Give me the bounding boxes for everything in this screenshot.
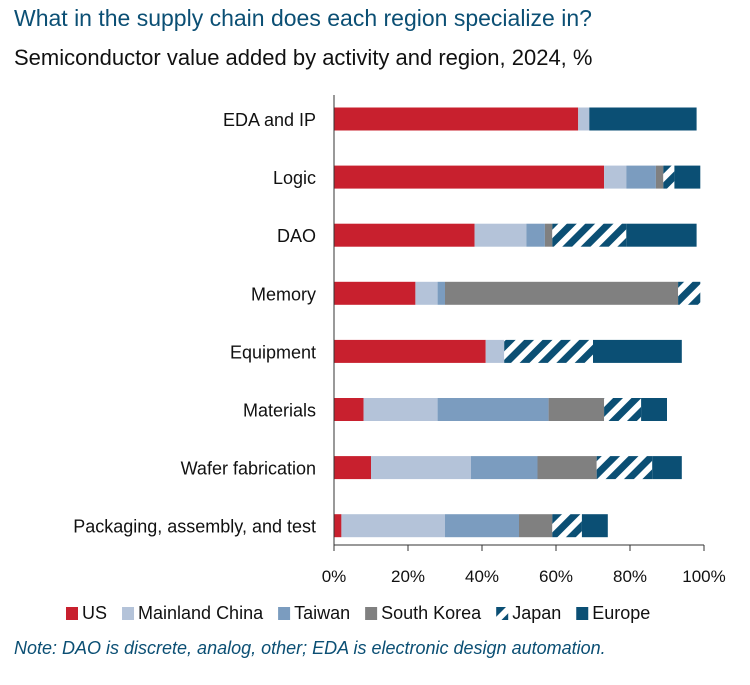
legend-item: South Korea bbox=[365, 603, 482, 623]
bar-segment-europe bbox=[652, 456, 682, 480]
category-label: EDA and IP bbox=[223, 110, 316, 130]
bar-segment-europe bbox=[581, 514, 608, 538]
bar-segment-japan bbox=[504, 339, 593, 363]
x-tick-label: 60% bbox=[539, 567, 573, 586]
bar-segment-us bbox=[334, 514, 342, 538]
x-tick-label: 80% bbox=[613, 567, 647, 586]
bar-segment-taiwan bbox=[437, 398, 549, 421]
chart-subtitle: Semiconductor value added by activity an… bbox=[14, 45, 593, 70]
bar-segment-japan bbox=[552, 514, 582, 538]
bar-segment-taiwan bbox=[445, 514, 519, 538]
legend-swatch bbox=[496, 607, 509, 620]
legend-item: Japan bbox=[496, 603, 561, 623]
bar-segment-europe bbox=[674, 165, 701, 189]
legend-label: Japan bbox=[512, 603, 561, 623]
bar-segment-mainland-china bbox=[415, 281, 438, 305]
legend-swatch bbox=[278, 607, 291, 620]
legend-label: Taiwan bbox=[294, 603, 350, 623]
category-label: DAO bbox=[277, 226, 316, 246]
legend-item: Mainland China bbox=[122, 603, 264, 623]
bar-segment-europe bbox=[626, 223, 697, 247]
bar-segment-mainland-china bbox=[341, 514, 445, 538]
legend-swatch bbox=[576, 607, 589, 620]
category-label: Packaging, assembly, and test bbox=[73, 517, 316, 537]
bar-segment-us bbox=[334, 223, 475, 247]
x-tick-label: 20% bbox=[391, 567, 425, 586]
category-label: Logic bbox=[273, 168, 316, 188]
category-label: Memory bbox=[251, 284, 316, 304]
bar-segment-mainland-china bbox=[604, 165, 627, 189]
bar-segment-mainland-china bbox=[371, 456, 471, 480]
bar-segment-taiwan bbox=[626, 165, 656, 189]
legend-label: US bbox=[82, 603, 107, 623]
bar-segment-japan bbox=[604, 398, 642, 421]
bar-segment-mainland-china bbox=[485, 339, 505, 363]
bar-segment-us bbox=[334, 339, 486, 363]
bar-segment-us bbox=[334, 107, 579, 131]
legend-swatch bbox=[122, 607, 135, 620]
legend-label: Mainland China bbox=[138, 603, 264, 623]
x-tick-label: 100% bbox=[682, 567, 725, 586]
category-label: Materials bbox=[243, 401, 316, 421]
bar-segment-europe bbox=[641, 398, 667, 421]
bar-segment-japan bbox=[596, 456, 653, 480]
x-tick-label: 40% bbox=[465, 567, 499, 586]
legend-item: US bbox=[66, 603, 107, 623]
legend-label: Europe bbox=[592, 603, 650, 623]
bar-segment-taiwan bbox=[526, 223, 545, 247]
chart-note: Note: DAO is discrete, analog, other; ED… bbox=[14, 638, 606, 658]
bar-segment-south-korea bbox=[548, 398, 605, 421]
legend-label: South Korea bbox=[381, 603, 482, 623]
category-label: Wafer fabrication bbox=[181, 459, 316, 479]
bar-segment-south-korea bbox=[445, 281, 679, 305]
bar-segment-us bbox=[334, 398, 364, 421]
legend-item: Taiwan bbox=[278, 603, 350, 623]
chart-title: What in the supply chain does each regio… bbox=[14, 5, 592, 31]
x-tick-label: 0% bbox=[322, 567, 347, 586]
category-label: Equipment bbox=[230, 342, 316, 362]
bar-segment-japan bbox=[678, 281, 701, 305]
legend-swatch bbox=[66, 607, 78, 620]
bar-segment-south-korea bbox=[537, 456, 597, 480]
bar-segment-europe bbox=[589, 107, 697, 131]
bar-segment-us bbox=[334, 165, 605, 189]
bar-segment-japan bbox=[663, 165, 675, 189]
bar-segment-mainland-china bbox=[363, 398, 438, 421]
bar-segment-south-korea bbox=[544, 223, 553, 247]
bar-segment-taiwan bbox=[437, 281, 445, 305]
bar-segment-us bbox=[334, 281, 416, 305]
legend-item: Europe bbox=[576, 603, 650, 623]
bar-segment-mainland-china bbox=[474, 223, 527, 247]
legend-swatch bbox=[365, 607, 378, 620]
bar-segment-us bbox=[334, 456, 371, 480]
bar-segment-taiwan bbox=[470, 456, 538, 480]
bar-segment-mainland-china bbox=[578, 107, 590, 131]
bar-segment-japan bbox=[552, 223, 627, 247]
bar-segment-south-korea bbox=[655, 165, 664, 189]
bar-segment-europe bbox=[593, 339, 682, 363]
bar-segment-south-korea bbox=[519, 514, 553, 538]
